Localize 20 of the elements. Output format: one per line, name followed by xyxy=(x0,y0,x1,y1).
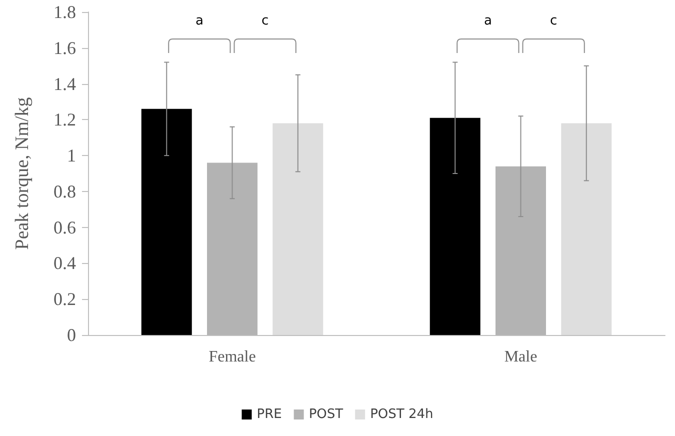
y-tick-label: 0.8 xyxy=(54,181,76,202)
y-tick-label: 0.2 xyxy=(54,289,76,310)
x-tick-label: Female xyxy=(208,348,256,366)
y-axis-title: Peak torque, Nm/kg xyxy=(12,96,33,250)
y-tick-label: 1.2 xyxy=(54,110,76,130)
x-tick-label: Male xyxy=(504,348,538,366)
annotation: c xyxy=(550,14,558,28)
legend-label: POST xyxy=(308,407,344,422)
y-tick-label: 1 xyxy=(67,146,76,166)
y-tick-label: 0 xyxy=(67,325,76,345)
annotation: c xyxy=(261,14,269,28)
y-tick-label: 0.6 xyxy=(54,217,76,238)
y-tick-label: 0.4 xyxy=(54,253,76,274)
legend-label: PRE xyxy=(256,407,282,422)
annotation: a xyxy=(195,14,204,28)
y-tick-label: 1.6 xyxy=(54,38,76,58)
legend-label: POST 24h xyxy=(370,407,434,422)
y-tick-label: 1.4 xyxy=(54,74,76,94)
y-tick-label: 1.8 xyxy=(54,2,76,22)
annotation: a xyxy=(484,14,492,28)
